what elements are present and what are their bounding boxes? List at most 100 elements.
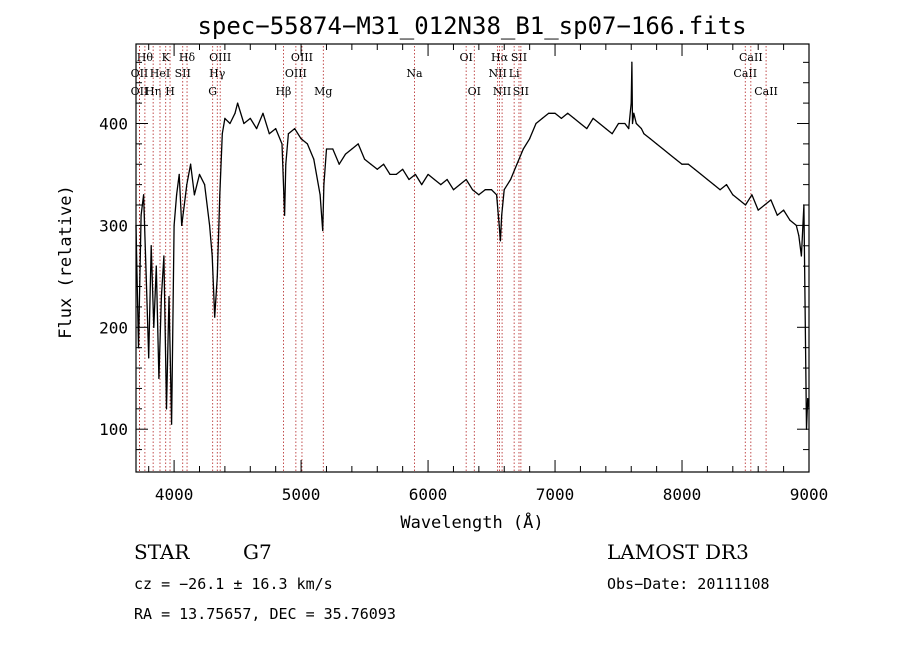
line-marker-label-0: Hθ <box>137 51 154 64</box>
line-marker-label-6: H <box>165 85 175 98</box>
x-tick-label: 4000 <box>155 485 194 504</box>
flux-point-117 <box>687 163 689 165</box>
flux-point-52 <box>325 148 328 150</box>
flux-point-70 <box>440 184 442 186</box>
flux-point-118 <box>694 168 696 170</box>
line-marker-label-15: Mg <box>314 85 332 98</box>
flux-point-139 <box>807 398 809 400</box>
flux-point-103 <box>628 127 630 130</box>
flux-point-120 <box>706 178 709 181</box>
line-marker-label-1: OII <box>131 67 149 80</box>
flux-point-115 <box>675 158 677 160</box>
flux-point-112 <box>656 143 658 145</box>
flux-point-36 <box>249 117 251 119</box>
line-marker-label-3: Hη <box>145 85 161 98</box>
line-marker-label-8: Hδ <box>179 51 196 64</box>
flux-point-71 <box>446 178 448 181</box>
flux-point-25 <box>209 224 211 226</box>
x-tick-label: 7000 <box>536 485 575 504</box>
flux-point-3 <box>143 194 145 196</box>
flux-point-48 <box>313 158 315 160</box>
flux-point-93 <box>567 112 569 114</box>
spectrum-series <box>135 61 810 430</box>
flux-point-130 <box>770 199 772 201</box>
flux-point-28 <box>216 275 218 277</box>
flux-point-82 <box>501 214 503 216</box>
x-tick-label: 9000 <box>790 485 829 504</box>
flux-point-88 <box>535 122 537 125</box>
line-marker-label-24: SII <box>513 85 529 98</box>
flux-point-18 <box>181 224 183 226</box>
line-marker-label-9: G <box>208 85 217 98</box>
x-tick-label: 6000 <box>409 485 448 504</box>
flux-point-27 <box>214 316 216 318</box>
flux-point-62 <box>389 173 391 176</box>
flux-point-122 <box>719 189 721 191</box>
flux-point-30 <box>221 133 223 135</box>
flux-point-89 <box>541 117 543 119</box>
flux-point-31 <box>224 117 226 119</box>
flux-point-102 <box>624 122 626 125</box>
axes: 4000 5000 6000 7000 8000 9000 100 200 300 400 <box>99 43 829 504</box>
flux-point-22 <box>193 194 196 196</box>
y-tick-label: 400 <box>99 114 128 133</box>
flux-point-128 <box>757 209 759 211</box>
flux-point-39 <box>268 133 270 135</box>
flux-point-119 <box>700 173 702 176</box>
flux-point-11 <box>163 255 165 257</box>
line-marker-label-7: SII <box>175 67 191 80</box>
flux-point-83 <box>503 189 505 191</box>
flux-point-24 <box>203 184 206 186</box>
y-tick-label: 100 <box>99 420 128 439</box>
flux-point-95 <box>579 122 582 125</box>
flux-point-61 <box>383 163 385 165</box>
flux-point-136 <box>800 255 802 257</box>
flux-point-64 <box>402 168 404 170</box>
x-tick-label: 8000 <box>663 485 702 504</box>
line-marker-label-14: OIII <box>291 51 313 64</box>
flux-point-2 <box>140 214 142 216</box>
flux-point-104 <box>630 102 632 104</box>
line-marker-label-12: Hβ <box>275 85 291 98</box>
line-marker-label-26: CaII <box>739 51 763 64</box>
line-marker-label-17: OI <box>459 51 472 64</box>
flux-point-4 <box>145 275 147 277</box>
flux-point-58 <box>363 158 366 160</box>
flux-point-21 <box>190 163 192 165</box>
flux-point-67 <box>421 184 423 186</box>
line-marker-label-27: CaII <box>754 85 778 98</box>
line-marker-label-21: NII <box>493 85 511 98</box>
flux-point-97 <box>592 117 594 119</box>
line-marker-label-11: OIII <box>209 51 231 64</box>
redshift-readout: cz = −26.1 ± 16.3 km/s <box>134 575 333 593</box>
line-marker-label-22: Li <box>509 67 520 80</box>
y-tick-label: 200 <box>99 318 128 337</box>
flux-point-63 <box>395 173 397 176</box>
object-subclass: G7 <box>243 540 272 564</box>
flux-point-68 <box>427 173 429 176</box>
observation-date: Obs−Date: 20111108 <box>607 575 770 593</box>
flux-point-19 <box>183 204 185 206</box>
flux-point-56 <box>351 148 353 150</box>
flux-point-40 <box>275 127 277 130</box>
flux-point-133 <box>789 219 791 221</box>
flux-point-33 <box>234 112 236 114</box>
flux-point-107 <box>633 112 635 114</box>
flux-point-13 <box>168 296 170 298</box>
flux-point-9 <box>158 377 160 379</box>
flux-point-72 <box>452 189 455 191</box>
flux-point-134 <box>795 224 797 226</box>
flux-point-126 <box>744 204 747 206</box>
flux-point-59 <box>370 163 372 165</box>
flux-point-116 <box>681 163 683 165</box>
x-tick-label: 5000 <box>282 485 321 504</box>
flux-point-12 <box>165 408 168 410</box>
plot-frame <box>135 43 810 473</box>
flux-point-53 <box>332 148 334 150</box>
flux-point-10 <box>160 296 162 298</box>
flux-point-23 <box>198 173 201 176</box>
flux-point-37 <box>256 127 258 130</box>
flux-point-38 <box>262 112 264 114</box>
flux-point-109 <box>640 127 642 130</box>
